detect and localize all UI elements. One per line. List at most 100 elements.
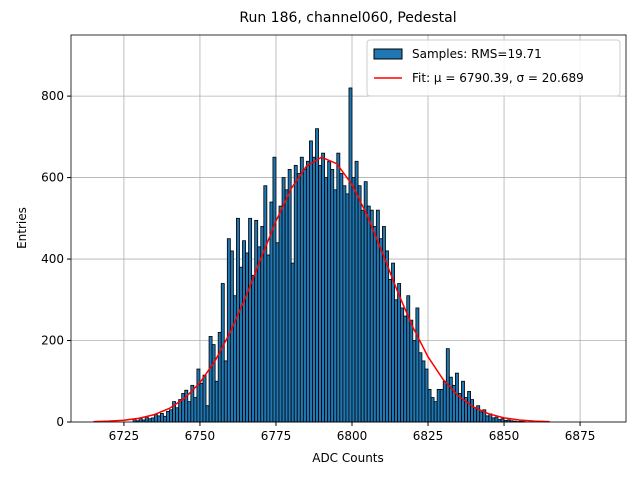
marks <box>94 88 550 422</box>
histogram-bar <box>166 411 169 422</box>
histogram-bar <box>325 178 328 422</box>
histogram-bar <box>312 157 315 422</box>
x-tick-label: 6775 <box>261 429 292 443</box>
histogram-bar <box>468 391 471 422</box>
histogram-bar <box>358 186 361 422</box>
histogram-bar <box>264 186 267 422</box>
histogram-bar <box>218 332 221 422</box>
x-tick-label: 6750 <box>185 429 216 443</box>
histogram-bar <box>148 419 151 422</box>
histogram-bar <box>224 361 227 422</box>
histogram-bar <box>157 416 160 422</box>
histogram-bar <box>316 129 319 422</box>
histogram-bar <box>243 241 246 422</box>
histogram-bar <box>227 239 230 422</box>
histogram-bar <box>294 165 297 422</box>
histogram-bar <box>410 320 413 422</box>
histogram-bar <box>404 316 407 422</box>
histogram-bar <box>188 402 191 422</box>
histogram-bar <box>422 361 425 422</box>
y-tick-label: 800 <box>41 89 64 103</box>
histogram-bar <box>337 153 340 422</box>
histogram-bar <box>440 389 443 422</box>
histogram-bar <box>194 398 197 422</box>
histogram-bar <box>221 283 224 422</box>
histogram-bar <box>437 389 440 422</box>
histogram-bar <box>319 165 322 422</box>
x-tick-label: 6850 <box>489 429 520 443</box>
histogram-bar <box>151 418 154 422</box>
histogram-bar <box>273 157 276 422</box>
histogram-bar <box>392 263 395 422</box>
histogram-bar <box>203 375 206 422</box>
histogram-bar <box>352 178 355 422</box>
histogram-bar <box>145 417 148 422</box>
histogram-bar <box>471 400 474 422</box>
histogram-bar <box>246 253 249 422</box>
y-tick-label: 400 <box>41 252 64 266</box>
x-tick-label: 6825 <box>413 429 444 443</box>
histogram-bar <box>367 206 370 422</box>
histogram-bar <box>197 369 200 422</box>
histogram-bar <box>258 247 261 422</box>
histogram-bar <box>370 210 373 422</box>
histogram-bar <box>249 218 252 422</box>
histogram-bar <box>486 416 489 422</box>
histogram-bar <box>474 408 477 422</box>
y-tick-label: 600 <box>41 171 64 185</box>
histogram-bar <box>297 174 300 422</box>
histogram-bar <box>364 182 367 422</box>
histogram-bar <box>230 251 233 422</box>
histogram-bar <box>267 255 270 422</box>
x-tick-label: 6800 <box>337 429 368 443</box>
histogram-bar <box>255 220 258 422</box>
histogram-bar <box>233 296 236 422</box>
histogram-bar <box>413 341 416 422</box>
histogram-bar <box>163 416 166 422</box>
x-axis-label: ADC Counts <box>312 451 384 465</box>
histogram-bar <box>288 169 291 422</box>
histogram-bar <box>480 412 483 422</box>
histogram-bar <box>340 174 343 422</box>
histogram-bar <box>285 190 288 422</box>
histogram-bar <box>419 353 422 422</box>
histogram-bar <box>154 415 157 422</box>
histogram-bar <box>322 153 325 422</box>
histogram-bar <box>431 398 434 422</box>
x-tick-label: 6875 <box>565 429 596 443</box>
chart-title: Run 186, channel060, Pedestal <box>239 10 456 26</box>
histogram-bar <box>373 226 376 422</box>
histogram-bar <box>343 186 346 422</box>
legend-label: Fit: μ = 6790.39, σ = 20.689 <box>412 71 584 85</box>
histogram-bar <box>492 418 495 422</box>
histogram-bar <box>361 210 364 422</box>
histogram-bar <box>212 345 215 422</box>
histogram-bar <box>239 267 242 422</box>
histogram-bar <box>215 381 218 422</box>
histogram-bar <box>443 381 446 422</box>
histogram-bar <box>282 178 285 422</box>
histogram-bar <box>398 283 401 422</box>
histogram-bar <box>416 308 419 422</box>
histogram-bar <box>401 308 404 422</box>
histogram-bar <box>276 243 279 422</box>
histogram-bar <box>160 413 163 422</box>
y-tick-label: 0 <box>56 415 64 429</box>
histogram-bar <box>461 381 464 422</box>
histogram-bar <box>349 88 352 422</box>
legend-swatch <box>374 49 402 59</box>
histogram-bar <box>209 336 212 422</box>
histogram-bar <box>236 218 239 422</box>
histogram-bar <box>200 383 203 422</box>
x-tick-label: 6725 <box>109 429 140 443</box>
histogram-bar <box>395 300 398 422</box>
histogram-bar <box>425 369 428 422</box>
histogram-bar <box>303 169 306 422</box>
histogram-bar <box>279 206 282 422</box>
y-axis-label: Entries <box>15 207 29 249</box>
histogram-bar <box>379 239 382 422</box>
histogram-bar <box>328 161 331 422</box>
